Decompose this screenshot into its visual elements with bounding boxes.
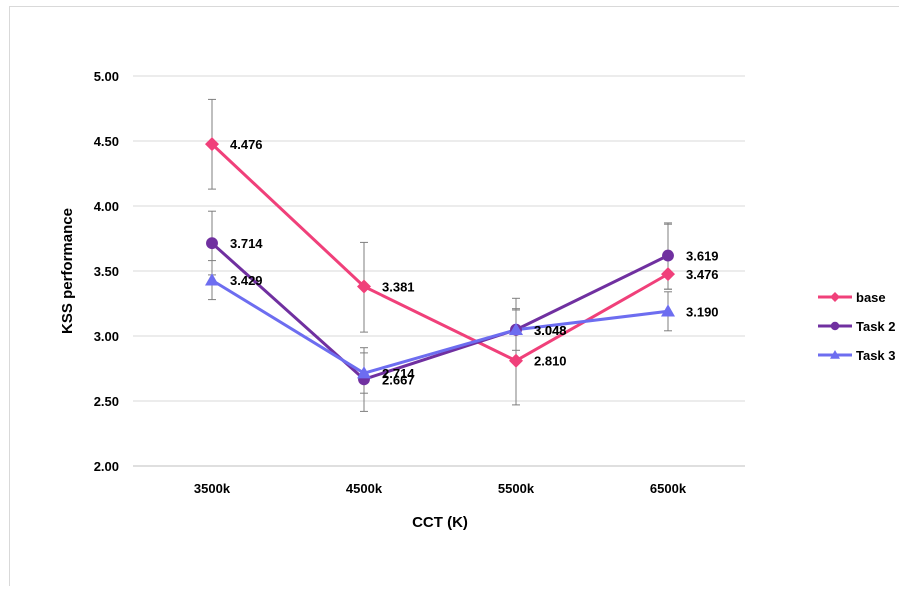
marker-task-3: [357, 366, 371, 379]
y-tick-label: 3.50: [94, 264, 119, 279]
legend-label: base: [856, 290, 886, 305]
marker-task-3: [205, 273, 219, 286]
data-label: 3.476: [686, 267, 719, 282]
chart-frame: [9, 6, 899, 586]
x-axis-title: CCT (K): [412, 514, 468, 531]
y-tick-label: 2.00: [94, 459, 119, 474]
marker-task-3: [509, 322, 523, 336]
data-label: 3.048: [534, 323, 567, 338]
series-line-task-2: [210, 242, 669, 381]
y-tick-label: 2.50: [94, 394, 119, 409]
x-tick-label: 4500k: [346, 481, 383, 496]
marker-task-3: [661, 304, 675, 317]
legend-marker: [830, 350, 840, 359]
data-labels: 4.476 3.381 2.810 3.476 3.714 2.667 3.048 3.619…: [230, 137, 719, 387]
legend-label: Task 3: [856, 348, 896, 363]
legend-label: Task 2: [856, 319, 896, 334]
marker-task-2: [206, 237, 218, 250]
data-label: 2.714: [382, 366, 415, 381]
data-label: 2.667: [382, 372, 415, 387]
data-label: 2.810: [534, 354, 567, 369]
data-label: 4.476: [230, 137, 263, 152]
data-label: 3.619: [686, 249, 719, 264]
x-tick-label: 6500k: [650, 481, 687, 496]
legend: base Task 2 Task 3: [818, 290, 896, 363]
data-label: 3.381: [382, 279, 415, 294]
legend-marker: [830, 321, 840, 331]
gridlines: [133, 75, 745, 467]
data-label: 3.048: [534, 323, 567, 338]
series-lines: [210, 143, 669, 381]
x-tick-label: 5500k: [498, 481, 535, 496]
x-tick-label: 3500k: [194, 481, 231, 496]
marker-base: [205, 137, 219, 152]
data-label: 3.190: [686, 304, 719, 319]
series-line-base: [210, 143, 669, 363]
y-tick-label: 3.00: [94, 329, 119, 344]
marker-base: [661, 267, 675, 282]
marker-base: [357, 279, 371, 294]
y-axis-title: KSS performance: [59, 208, 76, 334]
data-label: 3.714: [230, 236, 263, 251]
legend-marker: [830, 292, 840, 302]
y-tick-label: 4.50: [94, 134, 119, 149]
error-bars: [208, 98, 672, 412]
y-tick-labels: 2.00 2.50 3.00 3.50 4.00 4.50 5.00: [94, 69, 119, 474]
marker-task-2: [662, 249, 674, 262]
y-tick-label: 5.00: [94, 69, 119, 84]
marker-base: [509, 353, 523, 368]
series-line-task-3: [211, 278, 669, 375]
series-markers: [205, 137, 675, 386]
x-tick-labels: 3500k 4500k 5500k 6500k: [194, 481, 687, 496]
data-label: 3.429: [230, 273, 263, 288]
y-tick-label: 4.00: [94, 199, 119, 214]
